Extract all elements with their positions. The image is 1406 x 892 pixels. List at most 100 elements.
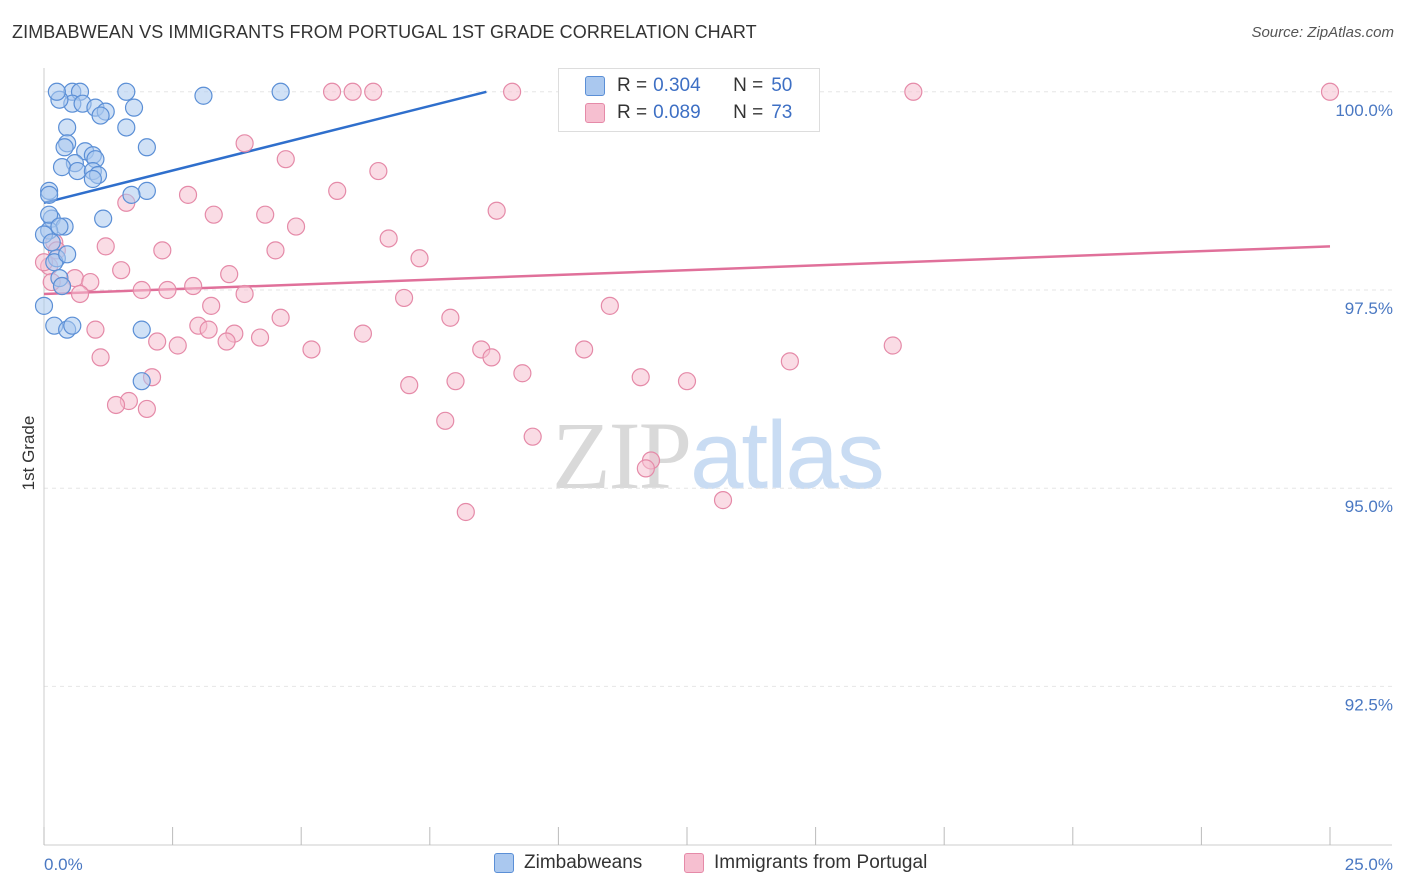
point-portugal bbox=[400, 376, 419, 395]
bottom-legend-portugal: Immigrants from Portugal bbox=[684, 852, 927, 874]
data-points bbox=[34, 82, 1340, 522]
point-zimbabweans bbox=[194, 86, 213, 105]
stats-legend: R = 0.304 N = 50 R = 0.089 N = 73 bbox=[558, 68, 820, 132]
point-portugal bbox=[86, 320, 105, 339]
point-portugal bbox=[503, 82, 522, 101]
legend-swatch-pink bbox=[585, 103, 605, 123]
point-portugal bbox=[168, 336, 187, 355]
point-zimbabweans bbox=[91, 106, 110, 125]
point-portugal bbox=[235, 134, 254, 153]
point-portugal bbox=[1320, 82, 1340, 101]
point-zimbabweans bbox=[132, 372, 151, 391]
point-portugal bbox=[81, 272, 100, 292]
point-portugal bbox=[250, 328, 270, 347]
legend-r-value: 0.089 bbox=[653, 102, 701, 123]
point-zimbabweans bbox=[40, 185, 59, 204]
legend-row-portugal: R = 0.089 N = 73 bbox=[585, 100, 792, 126]
point-portugal bbox=[217, 332, 236, 351]
point-portugal bbox=[446, 372, 465, 391]
axes bbox=[43, 68, 1392, 846]
point-zimbabweans bbox=[94, 209, 113, 228]
point-zimbabweans bbox=[271, 82, 290, 101]
bottom-legend-label-blue: Zimbabweans bbox=[524, 852, 643, 873]
point-zimbabweans bbox=[132, 320, 151, 339]
point-portugal bbox=[199, 320, 218, 339]
point-portugal bbox=[202, 296, 221, 315]
point-portugal bbox=[575, 340, 594, 359]
point-portugal bbox=[106, 395, 126, 415]
point-zimbabweans bbox=[58, 118, 77, 137]
trend-lines bbox=[43, 90, 1331, 296]
x-tick-label-max: 25.0% bbox=[1345, 855, 1393, 874]
y-tick-label: 97.5% bbox=[1345, 299, 1393, 318]
point-portugal bbox=[631, 368, 650, 387]
point-portugal bbox=[286, 217, 306, 236]
point-portugal bbox=[276, 150, 295, 169]
point-portugal bbox=[523, 427, 542, 446]
point-zimbabweans bbox=[52, 276, 72, 296]
point-portugal bbox=[513, 364, 532, 383]
legend-n-value: 73 bbox=[771, 102, 793, 123]
point-portugal bbox=[184, 276, 203, 296]
point-zimbabweans bbox=[117, 82, 136, 101]
point-portugal bbox=[343, 82, 362, 101]
point-portugal bbox=[883, 336, 902, 355]
point-portugal bbox=[677, 372, 697, 391]
point-portugal bbox=[780, 352, 799, 371]
bottom-legend-zimbabweans: Zimbabweans bbox=[494, 852, 642, 874]
bottom-legend-label-pink: Immigrants from Portugal bbox=[714, 852, 928, 873]
point-zimbabweans bbox=[58, 245, 77, 264]
point-zimbabweans bbox=[63, 316, 82, 335]
watermark-zip: ZIP bbox=[552, 402, 692, 509]
point-portugal bbox=[153, 241, 172, 260]
legend-r-value: 0.304 bbox=[653, 75, 701, 96]
watermark: ZIPatlas bbox=[552, 400, 885, 511]
point-portugal bbox=[364, 82, 383, 101]
point-portugal bbox=[904, 82, 923, 101]
point-zimbabweans bbox=[83, 169, 102, 189]
bottom-legend-swatch-pink bbox=[684, 853, 704, 873]
point-portugal bbox=[328, 181, 347, 200]
grid-lines bbox=[44, 91, 1392, 687]
point-portugal bbox=[436, 411, 455, 430]
point-portugal bbox=[256, 205, 275, 224]
legend-n-label: N = bbox=[733, 75, 764, 96]
point-zimbabweans bbox=[117, 118, 136, 137]
point-portugal bbox=[137, 399, 156, 419]
point-zimbabweans bbox=[47, 82, 66, 101]
point-zimbabweans bbox=[50, 217, 69, 236]
point-portugal bbox=[235, 284, 254, 304]
point-portugal bbox=[482, 348, 501, 367]
chart-title: ZIMBABWEAN VS IMMIGRANTS FROM PORTUGAL 1… bbox=[12, 22, 757, 42]
point-zimbabweans bbox=[40, 205, 59, 224]
point-zimbabweans bbox=[42, 233, 61, 252]
point-portugal bbox=[96, 237, 115, 256]
y-tick-label: 92.5% bbox=[1345, 695, 1393, 714]
trend-line-zimbabweans bbox=[43, 90, 487, 204]
trend-line-portugal bbox=[43, 245, 1331, 296]
point-portugal bbox=[132, 280, 151, 300]
point-portugal bbox=[91, 348, 110, 367]
legend-swatch-blue bbox=[585, 76, 605, 96]
point-portugal bbox=[271, 308, 290, 327]
point-portugal bbox=[112, 261, 131, 280]
axis-labels: 92.5% 95.0% 97.5% 100.0% 0.0% 25.0% 1st Grade bbox=[19, 101, 1393, 874]
source-label: Source: ZipAtlas.com bbox=[1251, 24, 1394, 41]
point-portugal bbox=[600, 296, 619, 315]
point-portugal bbox=[636, 459, 655, 478]
legend-row-zimbabweans: R = 0.304 N = 50 bbox=[585, 73, 792, 99]
point-portugal bbox=[204, 205, 223, 224]
y-tick-label: 100.0% bbox=[1335, 101, 1393, 120]
point-portugal bbox=[148, 332, 167, 351]
legend-r-label: R = bbox=[617, 75, 648, 96]
legend-n-label: N = bbox=[733, 102, 764, 123]
point-portugal bbox=[410, 249, 429, 268]
point-portugal bbox=[266, 241, 285, 260]
point-zimbabweans bbox=[68, 161, 87, 181]
point-zimbabweans bbox=[137, 138, 156, 157]
point-portugal bbox=[487, 201, 506, 220]
point-portugal bbox=[178, 185, 198, 204]
point-zimbabweans bbox=[52, 158, 72, 177]
x-tick-label-min: 0.0% bbox=[44, 855, 83, 874]
